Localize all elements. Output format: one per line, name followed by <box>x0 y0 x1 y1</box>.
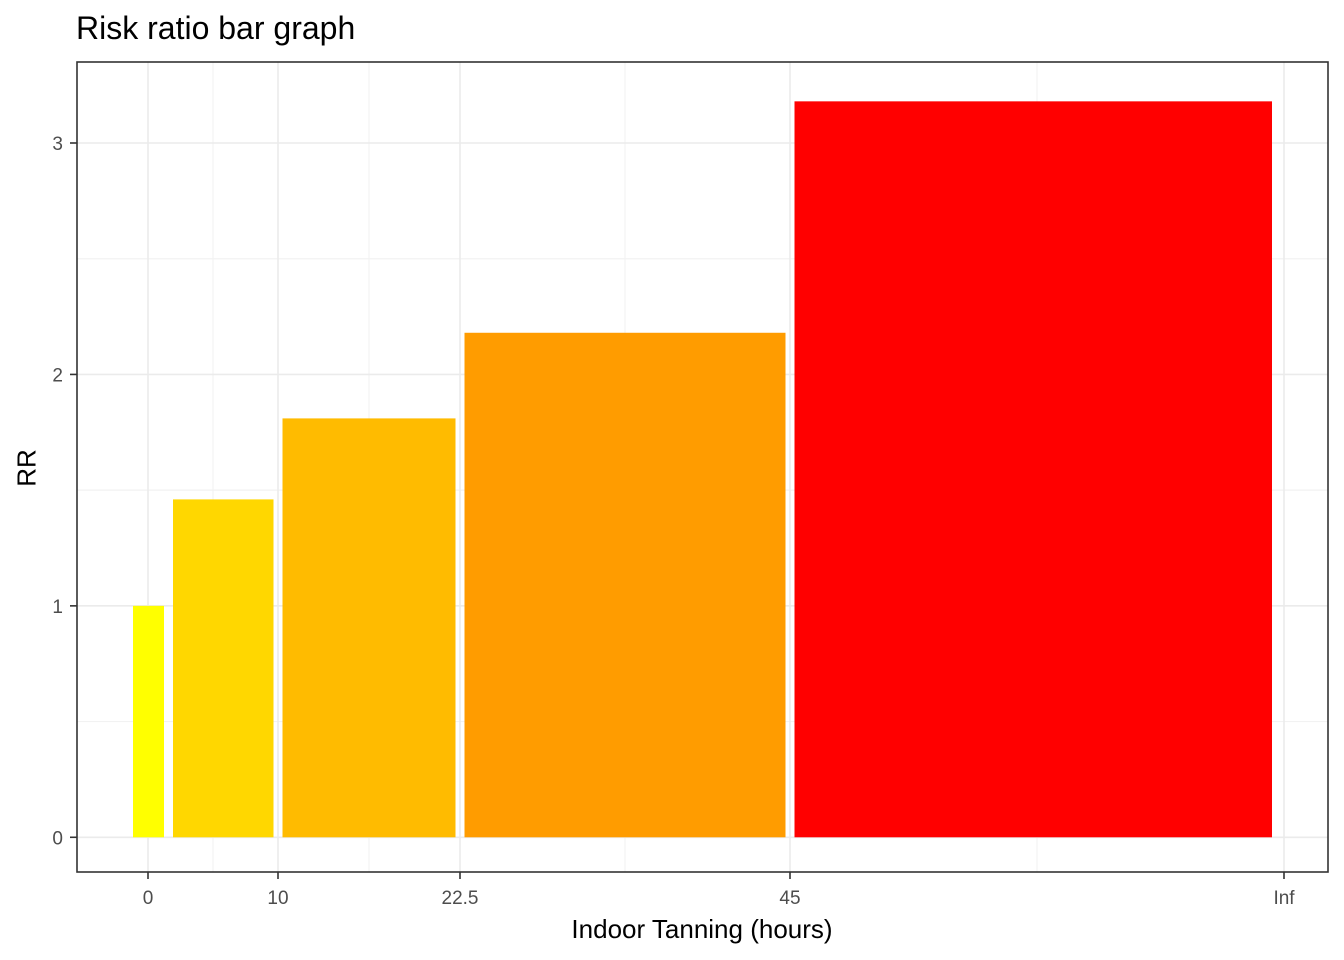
x-tick-label: 10 <box>267 888 288 909</box>
y-tick-label: 0 <box>52 828 63 849</box>
y-tick-label: 3 <box>52 134 63 155</box>
x-tick-label: 45 <box>779 888 800 909</box>
bar <box>464 332 786 838</box>
panel-border <box>76 61 1329 873</box>
x-axis-label: Indoor Tanning (hours) <box>571 914 833 944</box>
x-tick-label: 0 <box>143 888 154 909</box>
y-tick-label: 1 <box>52 597 63 618</box>
x-tick-label: Inf <box>1273 888 1295 909</box>
bar <box>282 418 456 838</box>
y-tick-label: 2 <box>52 365 63 386</box>
bar <box>133 605 164 838</box>
bar <box>173 499 274 838</box>
x-tick-label: 22.5 <box>442 888 479 909</box>
bar <box>794 101 1272 838</box>
chart-title: Risk ratio bar graph <box>76 10 356 46</box>
